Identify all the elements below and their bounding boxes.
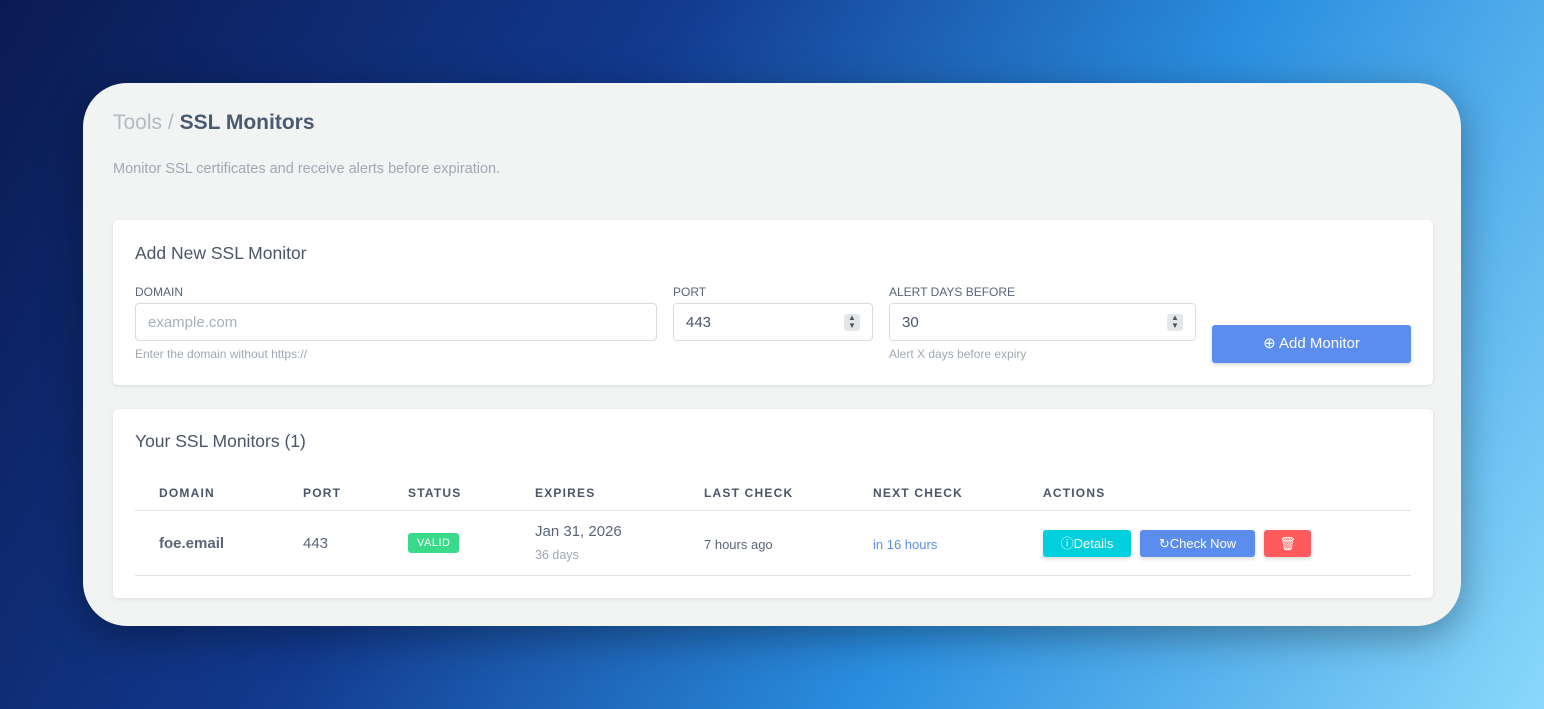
alert-days-label: ALERT DAYS BEFORE: [889, 285, 1016, 299]
alert-days-help: Alert X days before expiry: [889, 347, 1027, 361]
divider: [135, 510, 1411, 511]
column-header: LAST CHECK: [704, 486, 794, 500]
breadcrumb-parent[interactable]: Tools: [113, 111, 163, 134]
info-icon: ⓘ: [1060, 536, 1074, 551]
column-header: ACTIONS: [1043, 486, 1106, 500]
app-window: Tools / SSL Monitors Monitor SSL certifi…: [83, 83, 1461, 626]
card-title: Add New SSL Monitor: [135, 243, 307, 263]
add-monitor-card: Add New SSL Monitor DOMAIN example.com E…: [113, 220, 1433, 385]
domain-input[interactable]: example.com: [135, 303, 657, 341]
alert-days-value: 30: [902, 314, 919, 331]
column-header: NEXT CHECK: [873, 486, 964, 500]
column-header: EXPIRES: [535, 486, 596, 500]
plus-circle-icon: ⊕: [1263, 335, 1276, 352]
details-label: Details: [1073, 536, 1114, 551]
spinner-icon[interactable]: ▲ ▼: [844, 314, 860, 331]
refresh-icon: ↻: [1158, 536, 1170, 551]
status-badge: VALID: [408, 533, 460, 553]
spinner-icon[interactable]: ▲ ▼: [1167, 314, 1183, 331]
trash-icon: 🗑: [1279, 536, 1296, 551]
page-title: SSL Monitors: [179, 111, 315, 134]
breadcrumb-separator: /: [167, 111, 174, 134]
column-header: DOMAIN: [159, 486, 215, 500]
row-expires-in: 36 days: [535, 548, 579, 562]
domain-label: DOMAIN: [135, 285, 183, 299]
column-header: PORT: [303, 486, 342, 500]
divider: [135, 575, 1411, 576]
alert-days-input[interactable]: 30 ▲ ▼: [889, 303, 1196, 341]
row-expires: Jan 31, 2026: [535, 523, 622, 540]
add-monitor-label: Add Monitor: [1279, 335, 1360, 352]
row-port: 443: [303, 535, 329, 552]
check-now-label: Check Now: [1169, 536, 1237, 551]
breadcrumb: Tools / SSL Monitors: [113, 111, 315, 135]
card-title: Your SSL Monitors (1): [135, 431, 306, 451]
port-value: 443: [686, 314, 712, 331]
details-button[interactable]: ⓘDetails: [1043, 530, 1131, 557]
row-next-check: in 16 hours: [873, 537, 938, 552]
row-last-check: 7 hours ago: [704, 537, 773, 552]
monitors-card: Your SSL Monitors (1) DOMAIN PORT STATUS…: [113, 409, 1433, 598]
row-domain: foe.email: [159, 535, 225, 552]
domain-help: Enter the domain without https://: [135, 347, 308, 361]
column-header: STATUS: [408, 486, 462, 500]
add-monitor-button[interactable]: ⊕ Add Monitor: [1212, 325, 1411, 363]
delete-button[interactable]: 🗑: [1264, 530, 1311, 557]
page-subtitle: Monitor SSL certificates and receive ale…: [113, 161, 501, 177]
port-label: PORT: [673, 285, 707, 299]
port-input[interactable]: 443 ▲ ▼: [673, 303, 873, 341]
check-now-button[interactable]: ↻Check Now: [1140, 530, 1255, 557]
